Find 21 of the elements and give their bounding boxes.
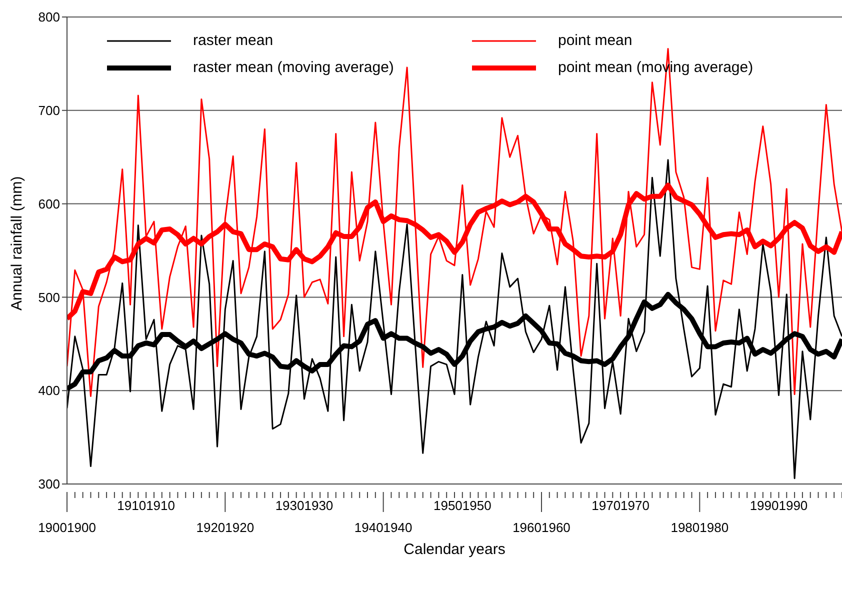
y-tick-label: 400 bbox=[38, 383, 60, 398]
x-tick-label: 19801980 bbox=[670, 520, 729, 535]
legend-label: raster mean bbox=[193, 32, 274, 49]
y-tick-label: 700 bbox=[38, 103, 60, 118]
y-tick-label: 300 bbox=[38, 476, 60, 492]
y-tick-label: 600 bbox=[38, 196, 60, 212]
legend-label: raster mean (moving average) bbox=[193, 59, 394, 76]
x-tick-label: 19701970 bbox=[592, 498, 650, 513]
x-tick-label: 19001900 bbox=[38, 520, 96, 535]
legend-label: point mean bbox=[558, 32, 632, 49]
x-tick-label: 19501950 bbox=[433, 498, 492, 513]
x-tick-label: 19601960 bbox=[512, 520, 570, 535]
y-tick-label: 800 bbox=[38, 10, 60, 25]
x-axis-title: Calendar years bbox=[404, 541, 506, 558]
x-tick-label: 19301930 bbox=[275, 498, 334, 513]
x-tick-label: 19101910 bbox=[117, 498, 176, 513]
x-tick-label: 19201920 bbox=[196, 520, 254, 535]
y-tick-label: 500 bbox=[38, 290, 60, 305]
x-tick-label: 19901990 bbox=[750, 498, 808, 513]
x-tick-label: 19401940 bbox=[354, 520, 412, 535]
y-axis-title: Annual rainfall (mm) bbox=[8, 176, 26, 310]
